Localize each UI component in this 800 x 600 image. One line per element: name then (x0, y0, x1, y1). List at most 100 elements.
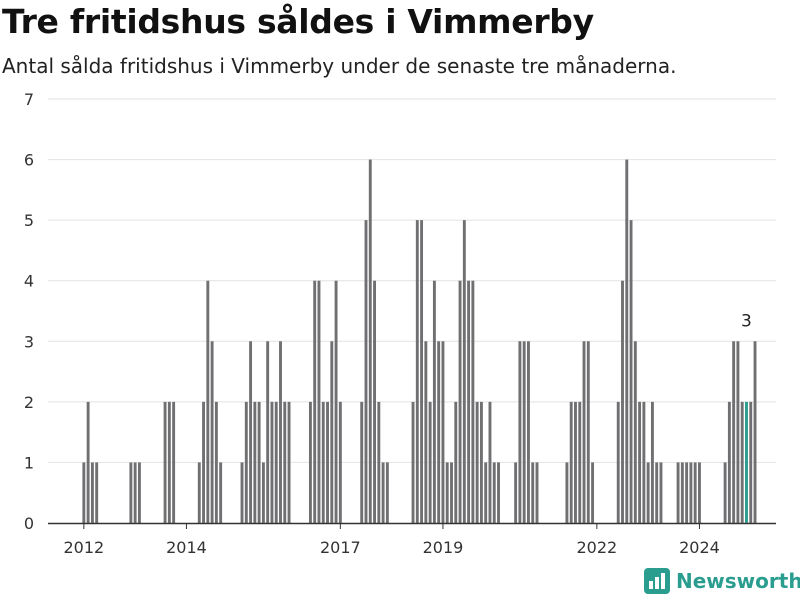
bar (244, 401, 248, 523)
bar (492, 462, 496, 523)
bar (535, 462, 539, 523)
bar (368, 159, 372, 524)
y-tick-label: 0 (24, 514, 34, 533)
bar (330, 341, 334, 523)
bar (283, 401, 287, 523)
bar (565, 462, 569, 523)
bars (82, 159, 757, 524)
x-tick-label: 2024 (679, 538, 720, 557)
bar (441, 341, 445, 523)
bar (214, 401, 218, 523)
y-tick-label: 3 (24, 332, 34, 351)
newsworthy-logo: Newsworthy (644, 568, 800, 594)
y-tick-label: 5 (24, 211, 34, 230)
bar (432, 280, 436, 523)
bar (338, 401, 342, 523)
bar (437, 341, 441, 523)
y-tick-label: 1 (24, 453, 34, 472)
bar (578, 401, 582, 523)
bar (219, 462, 223, 523)
bar (420, 220, 424, 523)
bar (167, 401, 171, 523)
bar (693, 462, 697, 523)
bar (642, 401, 646, 523)
bar (625, 159, 629, 524)
bar (377, 401, 381, 523)
axes: 0 1 2 3 4 5 6 7 3 2012 2014 2017 2019 2022 2024 (24, 90, 776, 557)
bar (749, 401, 753, 523)
bar (428, 401, 432, 523)
bar (676, 462, 680, 523)
bar (317, 280, 321, 523)
chart-subtitle: Antal sålda fritidshus i Vimmerby under … (2, 54, 677, 78)
bar (95, 462, 99, 523)
bar (82, 462, 86, 523)
bar (360, 401, 364, 523)
bar (518, 341, 522, 523)
bar (261, 462, 265, 523)
bar (753, 341, 757, 523)
bar (458, 280, 462, 523)
bar (723, 462, 727, 523)
bar (270, 401, 274, 523)
bar (202, 401, 205, 523)
bar (574, 401, 577, 523)
bar (313, 280, 317, 523)
bar (479, 401, 483, 523)
bar (249, 341, 253, 523)
bar (727, 401, 731, 523)
bar (531, 462, 535, 523)
bar (274, 401, 278, 523)
bar (621, 280, 624, 523)
bar (137, 462, 141, 523)
bar (450, 462, 453, 523)
bar (210, 341, 214, 523)
bar (454, 401, 458, 523)
bar (591, 462, 595, 523)
bar (381, 462, 385, 523)
highlight-value-label: 3 (741, 311, 752, 331)
x-tick-label: 2014 (166, 538, 207, 557)
bar (586, 341, 590, 523)
bar (680, 462, 684, 523)
logo-text: Newsworthy (676, 569, 800, 593)
bar (445, 462, 449, 523)
bar (616, 401, 620, 523)
bar (334, 280, 338, 523)
bar (287, 401, 291, 523)
bar (385, 462, 389, 523)
bar (740, 401, 744, 523)
bar (308, 401, 312, 523)
bar (736, 341, 740, 523)
y-tick-label: 4 (24, 272, 34, 291)
bar (685, 462, 689, 523)
y-tick-label: 6 (24, 151, 34, 170)
bar (689, 462, 693, 523)
bar (206, 280, 210, 523)
bar (629, 220, 633, 523)
bar (253, 401, 257, 523)
y-tick-label: 2 (24, 393, 34, 412)
bar (163, 401, 167, 523)
bar (488, 401, 492, 523)
bar (569, 401, 573, 523)
bar (326, 401, 329, 523)
bar (650, 401, 654, 523)
bar (467, 280, 471, 523)
bar (475, 401, 479, 523)
bar (514, 462, 518, 523)
bar (527, 341, 530, 523)
bar (197, 462, 201, 523)
bar (424, 341, 428, 523)
y-tick-label: 7 (24, 90, 34, 109)
bar (90, 462, 94, 523)
x-tick-label: 2019 (423, 538, 464, 557)
x-tick-label: 2022 (576, 538, 617, 557)
highlight-bar (745, 401, 748, 523)
bar (373, 280, 376, 523)
bar (522, 341, 526, 523)
bar (638, 401, 642, 523)
bar (266, 341, 270, 523)
x-tick-label: 2017 (320, 538, 361, 557)
